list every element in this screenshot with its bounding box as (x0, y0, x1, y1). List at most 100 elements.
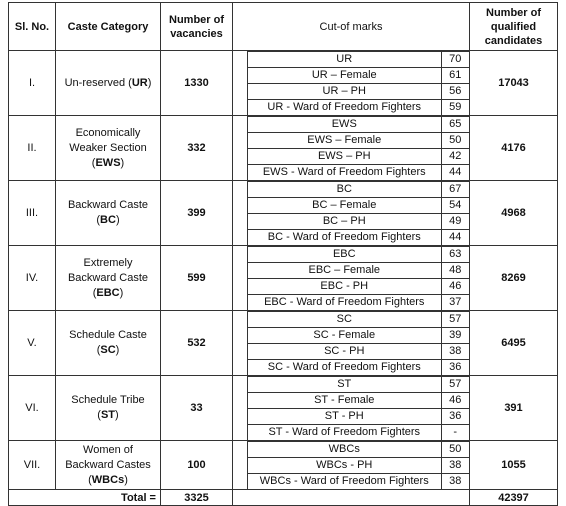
cutoff-row: UR - Ward of Freedom Fighters 59 (247, 99, 469, 115)
cutoff-row: ST - Ward of Freedom Fighters - (247, 424, 469, 440)
cutoff-label: BC – Female (247, 197, 442, 214)
category-text: ) (120, 156, 125, 169)
vacancies-cell: 532 (160, 310, 233, 376)
cutoff-cell: BC 67 BC – Female 54 BC – PH 49 BC - Ward of F… (232, 180, 470, 246)
cutoff-mark: 70 (440, 51, 469, 68)
cutoff-row: BC - Ward of Freedom Fighters 44 (247, 229, 469, 245)
category-text: Women of Backward Castes ( (65, 443, 151, 486)
header-cell: Caste Category (55, 2, 161, 51)
row: III. Backward Caste (BC) 399 BC 67 BC – Femal… (8, 180, 558, 246)
category-text: BC (100, 214, 116, 226)
cutoff-label: EWS - Ward of Freedom Fighters (247, 164, 442, 180)
cutoff-label: EBC – Female (247, 262, 442, 279)
cutoff-row: EWS – Female 50 (247, 132, 469, 149)
category-text: WBCs (91, 473, 125, 486)
cutoff-cell: EWS 65 EWS – Female 50 EWS – PH 42 EWS - Ward … (232, 115, 470, 181)
cutoff-mark: 50 (440, 441, 469, 458)
header-cell: Number of vacancies (160, 2, 233, 51)
cutoff-label: WBCs - Ward of Freedom Fighters (247, 473, 442, 489)
cutoff-mark: 44 (440, 229, 469, 245)
cutoff-row: EWS – PH 42 (247, 148, 469, 165)
cutoff-label: ST - Female (247, 392, 442, 409)
cutoff-label: EWS (247, 116, 442, 133)
cutoff-mark: 56 (440, 83, 469, 100)
cutoff-row: SC - Ward of Freedom Fighters 36 (247, 359, 469, 375)
cutoff-mark: 54 (440, 197, 469, 214)
cutoff-mark: 67 (440, 181, 469, 198)
qualified-cell: 8269 (469, 245, 558, 311)
category-cell: Economically Weaker Section (EWS) (55, 115, 161, 181)
cutoff-mark: 59 (440, 99, 469, 115)
cutoff-label: SC - Female (247, 327, 442, 344)
cutoff-row: EBC - PH 46 (247, 278, 469, 295)
cutoff-mark: 46 (440, 392, 469, 409)
cutoff-table: UR 70 UR – Female 61 UR – PH 56 UR - Ward of F… (247, 51, 469, 115)
category-cell: Schedule Caste (SC) (55, 310, 161, 376)
cutoff-mark: 38 (440, 473, 469, 489)
cutoff-label: ST (247, 376, 442, 393)
cutoff-mark: 49 (440, 213, 469, 230)
cutoff-label: UR – Female (247, 67, 442, 84)
category-text: ) (115, 344, 120, 356)
cutoff-mark: 38 (440, 343, 469, 360)
cutoff-label: ST - Ward of Freedom Fighters (247, 424, 442, 440)
cutoff-table: EWS 65 EWS – Female 50 EWS – PH 42 EWS - Ward … (247, 116, 469, 180)
category-text: Extremely Backward Caste ( (67, 256, 149, 299)
category-cell: Schedule Tribe (ST) (55, 375, 161, 441)
row: II. Economically Weaker Section (EWS) 332 E… (8, 115, 558, 181)
cutoff-label: SC (247, 311, 442, 328)
qualified-cell: 1055 (469, 440, 558, 490)
cutoff-row: EBC – Female 48 (247, 262, 469, 279)
row: V. Schedule Caste (SC) 532 SC 57 SC - Female 3… (8, 310, 558, 376)
cutoff-mark: 61 (440, 67, 469, 84)
category-text: ) (147, 76, 152, 89)
cutoff-cell: UR 70 UR – Female 61 UR – PH 56 UR - Ward of F… (232, 50, 470, 116)
category-text: UR (131, 76, 148, 89)
cutoff-mark: 63 (440, 246, 469, 263)
cutoff-label: BC - Ward of Freedom Fighters (247, 229, 442, 245)
total-blank (232, 489, 470, 506)
cutoff-mark: 44 (440, 164, 469, 180)
cutoff-mark: 57 (440, 376, 469, 393)
vacancies-cell: 1330 (160, 50, 233, 116)
cutoff-row: BC – PH 49 (247, 213, 469, 230)
table-body: I. Un-reserved (UR) 1330 UR 70 UR – Female 61 U… (8, 50, 558, 506)
cutoff-table: ST 57 ST - Female 46 ST - PH 36 ST - Ward of F… (247, 376, 469, 440)
category-text: EBC (96, 286, 120, 299)
cutoff-row: WBCs - Ward of Freedom Fighters 38 (247, 473, 469, 489)
cutoff-label: SC - PH (247, 343, 442, 360)
cutoff-row: BC 67 (247, 181, 469, 198)
row: VII. Women of Backward Castes (WBCs) 100 WB… (8, 440, 558, 490)
cutoff-row: ST 57 (247, 376, 469, 393)
cutoff-row: SC - Female 39 (247, 327, 469, 344)
cutoff-mark: 36 (440, 359, 469, 375)
category-text: Un-reserved ( (64, 76, 132, 89)
category-cell: Extremely Backward Caste (EBC) (55, 245, 161, 311)
category-cell: Backward Caste (BC) (55, 180, 161, 246)
cutoff-label: EWS – Female (247, 132, 442, 149)
category-text: Economically Weaker Section ( (69, 126, 147, 169)
sl-cell: VI. (8, 375, 56, 441)
category-text: ST (100, 409, 116, 421)
cutoff-label: UR (247, 51, 442, 68)
total-vacancies: 3325 (160, 489, 233, 506)
cutoff-label: WBCs - PH (247, 457, 442, 474)
total-row: Total = 3325 42397 (8, 489, 558, 506)
row: I. Un-reserved (UR) 1330 UR 70 UR – Female 61 U… (8, 50, 558, 116)
cutoff-cell: WBCs 50 WBCs - PH 38 WBCs - Ward of Freedom … (232, 440, 470, 490)
cutoff-label: EBC - PH (247, 278, 442, 295)
cutoff-row: EBC - Ward of Freedom Fighters 37 (247, 294, 469, 310)
sl-cell: VII. (8, 440, 56, 490)
cutoff-row: EBC 63 (247, 246, 469, 263)
cutoff-label: SC - Ward of Freedom Fighters (247, 359, 442, 375)
category-cell: Women of Backward Castes (WBCs) (55, 440, 161, 490)
cutoff-mark: 37 (440, 294, 469, 310)
category-text: SC (100, 344, 116, 356)
cutoff-row: SC - PH 38 (247, 343, 469, 360)
qualified-cell: 391 (469, 375, 558, 441)
sl-cell: III. (8, 180, 56, 246)
cutoff-table: WBCs 50 WBCs - PH 38 WBCs - Ward of Freedom … (247, 441, 469, 489)
cutoff-cell: ST 57 ST - Female 46 ST - PH 36 ST - Ward of F… (232, 375, 470, 441)
sl-cell: IV. (8, 245, 56, 311)
cutoff-row: WBCs 50 (247, 441, 469, 458)
